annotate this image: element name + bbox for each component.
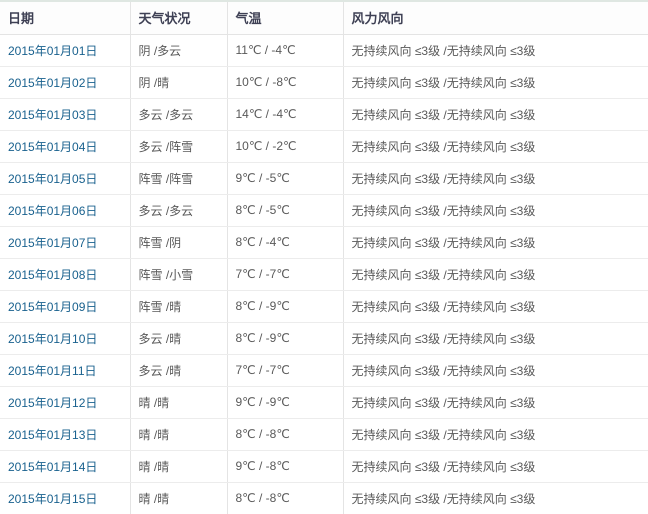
date-link[interactable]: 2015年01月13日 xyxy=(8,427,98,442)
wind-cell: 无持续风向 ≤3级 /无持续风向 ≤3级 xyxy=(343,290,648,323)
date-link[interactable]: 2015年01月12日 xyxy=(8,395,98,410)
temperature-cell: 9℃ / -9℃ xyxy=(227,386,344,419)
temperature-cell: 8℃ / -4℃ xyxy=(227,226,344,259)
table-row: 2015年01月12日 晴 /晴 9℃ / -9℃ 无持续风向 ≤3级 /无持续… xyxy=(0,386,648,419)
table-row: 2015年01月13日 晴 /晴 8℃ / -8℃ 无持续风向 ≤3级 /无持续… xyxy=(0,418,648,451)
date-cell: 2015年01月07日 xyxy=(0,226,131,259)
weather-cell: 阵雪 /晴 xyxy=(130,290,228,323)
date-cell: 2015年01月04日 xyxy=(0,130,131,163)
table-row: 2015年01月06日 多云 /多云 8℃ / -5℃ 无持续风向 ≤3级 /无… xyxy=(0,194,648,227)
weather-cell: 阵雪 /阵雪 xyxy=(130,162,228,195)
temperature-cell: 8℃ / -9℃ xyxy=(227,290,344,323)
weather-cell: 多云 /多云 xyxy=(130,194,228,227)
wind-cell: 无持续风向 ≤3级 /无持续风向 ≤3级 xyxy=(343,258,648,291)
table-row: 2015年01月14日 晴 /晴 9℃ / -8℃ 无持续风向 ≤3级 /无持续… xyxy=(0,450,648,483)
date-link[interactable]: 2015年01月10日 xyxy=(8,331,98,346)
date-cell: 2015年01月08日 xyxy=(0,258,131,291)
table-row: 2015年01月03日 多云 /多云 14℃ / -4℃ 无持续风向 ≤3级 /… xyxy=(0,98,648,131)
weather-cell: 多云 /晴 xyxy=(130,354,228,387)
temperature-cell: 7℃ / -7℃ xyxy=(227,258,344,291)
weather-cell: 阴 /多云 xyxy=(130,34,228,67)
wind-cell: 无持续风向 ≤3级 /无持续风向 ≤3级 xyxy=(343,194,648,227)
date-link[interactable]: 2015年01月11日 xyxy=(8,363,97,378)
date-link[interactable]: 2015年01月03日 xyxy=(8,107,98,122)
date-link[interactable]: 2015年01月02日 xyxy=(8,75,98,90)
temperature-cell: 11℃ / -4℃ xyxy=(227,34,344,67)
wind-cell: 无持续风向 ≤3级 /无持续风向 ≤3级 xyxy=(343,322,648,355)
date-cell: 2015年01月11日 xyxy=(0,354,131,387)
table-row: 2015年01月11日 多云 /晴 7℃ / -7℃ 无持续风向 ≤3级 /无持… xyxy=(0,354,648,387)
date-cell: 2015年01月01日 xyxy=(0,34,131,67)
table-row: 2015年01月07日 阵雪 /阴 8℃ / -4℃ 无持续风向 ≤3级 /无持… xyxy=(0,226,648,259)
wind-cell: 无持续风向 ≤3级 /无持续风向 ≤3级 xyxy=(351,491,536,506)
column-header-temperature: 气温 xyxy=(227,0,344,35)
header-row: 日期 天气状况 气温 风力风向 xyxy=(0,0,648,35)
date-link[interactable]: 2015年01月07日 xyxy=(8,235,98,250)
weather-cell: 晴 /晴 xyxy=(130,450,228,483)
date-link[interactable]: 2015年01月01日 xyxy=(8,43,98,58)
table-row: 2015年01月02日 阴 /晴 10℃ / -8℃ 无持续风向 ≤3级 /无持… xyxy=(0,66,648,99)
wind-cell: 无持续风向 ≤3级 /无持续风向 ≤3级 xyxy=(343,34,648,67)
date-cell: 2015年01月14日 xyxy=(0,450,131,483)
wind-cell: 无持续风向 ≤3级 /无持续风向 ≤3级 xyxy=(343,386,648,419)
date-cell: 2015年01月06日 xyxy=(0,194,131,227)
temperature-cell: 8℃ / -8℃ xyxy=(227,482,344,514)
wind-cell: 无持续风向 ≤3级 /无持续风向 ≤3级 xyxy=(343,450,648,483)
date-cell: 2015年01月10日 xyxy=(0,322,131,355)
temperature-cell: 9℃ / -5℃ xyxy=(227,162,344,195)
table-row: 2015年01月05日 阵雪 /阵雪 9℃ / -5℃ 无持续风向 ≤3级 /无… xyxy=(0,162,648,195)
table-header: 日期 天气状况 气温 风力风向 xyxy=(0,0,648,35)
weather-cell: 晴 /晴 xyxy=(130,418,228,451)
wind-cell: 无持续风向 ≤3级 /无持续风向 ≤3级 xyxy=(343,418,648,451)
date-link[interactable]: 2015年01月14日 xyxy=(8,459,98,474)
column-header-date: 日期 xyxy=(0,0,131,35)
weather-cell: 晴 /晴 xyxy=(130,482,228,514)
date-link[interactable]: 2015年01月09日 xyxy=(8,299,98,314)
temperature-cell: 8℃ / -9℃ xyxy=(227,322,344,355)
table-row: 2015年01月09日 阵雪 /晴 8℃ / -9℃ 无持续风向 ≤3级 /无持… xyxy=(0,290,648,323)
date-cell: 2015年01月15日 xyxy=(0,482,131,514)
temperature-cell: 8℃ / -5℃ xyxy=(227,194,344,227)
weather-cell: 阴 /晴 xyxy=(130,66,228,99)
temperature-cell: 10℃ / -8℃ xyxy=(227,66,344,99)
weather-cell: 多云 /多云 xyxy=(130,98,228,131)
table-row: 2015年01月08日 阵雪 /小雪 7℃ / -7℃ 无持续风向 ≤3级 /无… xyxy=(0,258,648,291)
table-body: 2015年01月01日 阴 /多云 11℃ / -4℃ 无持续风向 ≤3级 /无… xyxy=(0,34,648,514)
date-cell: 2015年01月13日 xyxy=(0,418,131,451)
column-header-wind: 风力风向 xyxy=(343,0,648,35)
temperature-cell: 10℃ / -2℃ xyxy=(227,130,344,163)
wind-cell: 无持续风向 ≤3级 /无持续风向 ≤3级 xyxy=(343,66,648,99)
temperature-cell: 14℃ / -4℃ xyxy=(227,98,344,131)
column-header-weather: 天气状况 xyxy=(130,0,228,35)
date-cell: 2015年01月02日 xyxy=(0,66,131,99)
date-link[interactable]: 2015年01月08日 xyxy=(8,267,98,282)
temperature-cell: 7℃ / -7℃ xyxy=(227,354,344,387)
wind-cell: 无持续风向 ≤3级 /无持续风向 ≤3级 xyxy=(343,354,648,387)
wind-cell: 无持续风向 ≤3级 /无持续风向 ≤3级 xyxy=(343,98,648,131)
weather-cell: 晴 /晴 xyxy=(130,386,228,419)
weather-cell: 多云 /晴 xyxy=(130,322,228,355)
date-cell: 2015年01月05日 xyxy=(0,162,131,195)
date-link[interactable]: 2015年01月06日 xyxy=(8,203,98,218)
table-row: 2015年01月01日 阴 /多云 11℃ / -4℃ 无持续风向 ≤3级 /无… xyxy=(0,34,648,67)
wind-cell: 无持续风向 ≤3级 /无持续风向 ≤3级 xyxy=(343,226,648,259)
wind-cell: 无持续风向 ≤3级 /无持续风向 ≤3级 xyxy=(343,130,648,163)
date-cell: 2015年01月09日 xyxy=(0,290,131,323)
weather-cell: 多云 /阵雪 xyxy=(130,130,228,163)
table-row: 2015年01月10日 多云 /晴 8℃ / -9℃ 无持续风向 ≤3级 /无持… xyxy=(0,322,648,355)
table-row: 2015年01月04日 多云 /阵雪 10℃ / -2℃ 无持续风向 ≤3级 /… xyxy=(0,130,648,163)
date-cell: 2015年01月12日 xyxy=(0,386,131,419)
date-link[interactable]: 2015年01月15日 xyxy=(8,491,98,506)
weather-cell: 阵雪 /阴 xyxy=(130,226,228,259)
date-link[interactable]: 2015年01月05日 xyxy=(8,171,98,186)
date-link[interactable]: 2015年01月04日 xyxy=(8,139,98,154)
table-row: 2015年01月15日 晴 /晴 8℃ / -8℃ 无持续风向 ≤3级 /无持续… xyxy=(0,482,648,514)
temperature-cell: 9℃ / -8℃ xyxy=(227,450,344,483)
wind-cell: 无持续风向 ≤3级 /无持续风向 ≤3级 xyxy=(343,162,648,195)
temperature-cell: 8℃ / -8℃ xyxy=(227,418,344,451)
date-cell: 2015年01月03日 xyxy=(0,98,131,131)
weather-cell: 阵雪 /小雪 xyxy=(130,258,228,291)
